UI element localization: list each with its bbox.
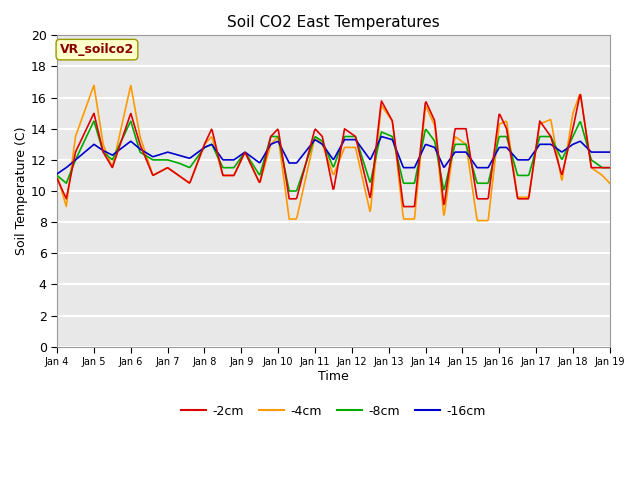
Text: VR_soilco2: VR_soilco2 xyxy=(60,43,134,56)
Y-axis label: Soil Temperature (C): Soil Temperature (C) xyxy=(15,127,28,255)
X-axis label: Time: Time xyxy=(318,370,349,383)
Legend: -2cm, -4cm, -8cm, -16cm: -2cm, -4cm, -8cm, -16cm xyxy=(177,400,490,423)
Title: Soil CO2 East Temperatures: Soil CO2 East Temperatures xyxy=(227,15,440,30)
